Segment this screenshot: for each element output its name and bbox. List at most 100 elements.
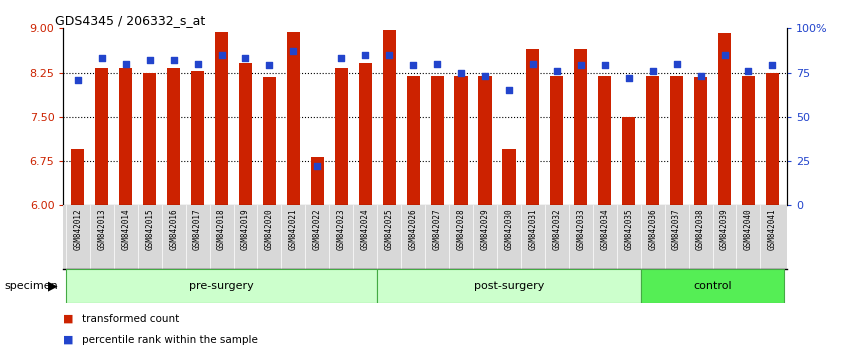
Text: GSM842015: GSM842015 [146, 209, 154, 250]
Bar [598, 75, 612, 205]
Point [717, 52, 731, 58]
Bar [503, 149, 515, 205]
Point [359, 52, 372, 58]
Bar [742, 75, 755, 205]
Text: GSM842024: GSM842024 [360, 209, 370, 250]
Text: specimen: specimen [4, 281, 58, 291]
Point [143, 57, 157, 63]
Text: percentile rank within the sample: percentile rank within the sample [82, 335, 258, 345]
Bar [215, 33, 228, 205]
Point [622, 75, 635, 81]
Point [119, 61, 133, 67]
Text: ■: ■ [63, 314, 74, 324]
Point [526, 61, 540, 67]
Bar [377, 269, 640, 303]
Point [598, 63, 612, 68]
Text: GSM842028: GSM842028 [457, 209, 465, 250]
Point [645, 68, 659, 74]
Text: control: control [693, 281, 732, 291]
Point [431, 61, 444, 67]
Point [670, 61, 684, 67]
Bar [335, 68, 348, 205]
Point [382, 52, 396, 58]
Point [167, 57, 180, 63]
Text: GSM842017: GSM842017 [193, 209, 202, 250]
Bar [407, 75, 420, 205]
Text: GSM842039: GSM842039 [720, 209, 729, 250]
Text: GSM842040: GSM842040 [744, 209, 753, 250]
Point [215, 52, 228, 58]
Text: GSM842031: GSM842031 [529, 209, 537, 250]
Point [334, 56, 348, 61]
Point [694, 73, 707, 79]
Bar [622, 117, 635, 205]
Text: GSM842014: GSM842014 [121, 209, 130, 250]
Text: transformed count: transformed count [82, 314, 179, 324]
Bar [167, 68, 180, 205]
Bar [191, 71, 204, 205]
Text: GSM842021: GSM842021 [288, 209, 298, 250]
Point [287, 48, 300, 54]
Text: post-surgery: post-surgery [474, 281, 544, 291]
Text: GSM842033: GSM842033 [576, 209, 585, 250]
Point [478, 73, 492, 79]
Bar [96, 68, 108, 205]
Text: GSM842034: GSM842034 [601, 209, 609, 250]
Bar [526, 49, 540, 205]
Text: GSM842023: GSM842023 [337, 209, 346, 250]
Point [574, 63, 588, 68]
Text: GDS4345 / 206332_s_at: GDS4345 / 206332_s_at [55, 14, 206, 27]
Text: GSM842022: GSM842022 [313, 209, 321, 250]
Text: GSM842029: GSM842029 [481, 209, 490, 250]
Point [550, 68, 563, 74]
Text: GSM842026: GSM842026 [409, 209, 418, 250]
Bar [640, 269, 784, 303]
Bar [239, 63, 252, 205]
Text: GSM842032: GSM842032 [552, 209, 562, 250]
Text: GSM842041: GSM842041 [768, 209, 777, 250]
Point [191, 61, 205, 67]
Text: GSM842036: GSM842036 [648, 209, 657, 250]
Text: GSM842012: GSM842012 [74, 209, 82, 250]
Bar [694, 77, 707, 205]
Text: GSM842037: GSM842037 [672, 209, 681, 250]
Bar [382, 30, 396, 205]
Point [742, 68, 755, 74]
Bar [646, 75, 659, 205]
Point [262, 63, 276, 68]
Bar [454, 75, 468, 205]
Bar [431, 75, 443, 205]
Text: GSM842027: GSM842027 [432, 209, 442, 250]
Text: GSM842018: GSM842018 [217, 209, 226, 250]
Bar [66, 269, 377, 303]
Bar [287, 33, 300, 205]
Text: GSM842016: GSM842016 [169, 209, 179, 250]
Bar [478, 75, 492, 205]
Point [454, 70, 468, 75]
Bar [359, 63, 372, 205]
Point [766, 63, 779, 68]
Point [95, 56, 108, 61]
Bar [718, 33, 731, 205]
Point [71, 77, 85, 82]
Text: GSM842013: GSM842013 [97, 209, 107, 250]
Bar [766, 73, 779, 205]
Text: GSM842019: GSM842019 [241, 209, 250, 250]
Text: GSM842020: GSM842020 [265, 209, 274, 250]
Bar [310, 157, 324, 205]
Text: pre-surgery: pre-surgery [190, 281, 254, 291]
Text: ▶: ▶ [48, 279, 58, 292]
Point [406, 63, 420, 68]
Text: GSM842030: GSM842030 [504, 209, 514, 250]
Text: ■: ■ [63, 335, 74, 345]
Bar [550, 75, 563, 205]
Bar [71, 149, 85, 205]
Bar [119, 68, 132, 205]
Bar [263, 77, 276, 205]
Bar [574, 49, 587, 205]
Point [503, 87, 516, 93]
Text: GSM842035: GSM842035 [624, 209, 633, 250]
Bar [143, 73, 157, 205]
Text: GSM842025: GSM842025 [385, 209, 393, 250]
Point [239, 56, 252, 61]
